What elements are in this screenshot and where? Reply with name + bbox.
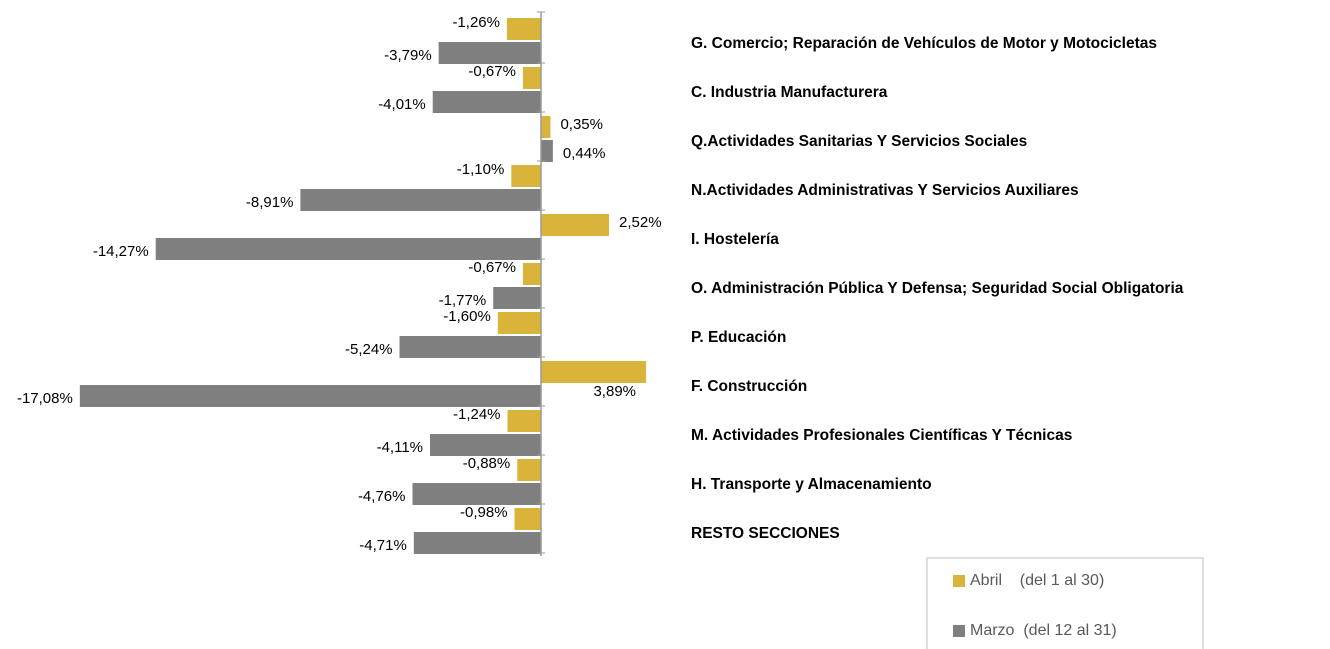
bar xyxy=(541,214,610,236)
bar xyxy=(79,385,541,407)
value-label: -0,88% xyxy=(463,455,511,472)
value-label: 0,35% xyxy=(560,116,603,133)
value-label: -0,67% xyxy=(468,259,516,276)
bar xyxy=(497,312,541,334)
bar xyxy=(432,91,541,113)
value-label: -8,91% xyxy=(246,194,294,211)
value-label: -17,08% xyxy=(17,390,73,407)
bar xyxy=(541,116,551,138)
bar xyxy=(514,508,541,530)
value-label: -4,01% xyxy=(378,96,426,113)
category-label: M. Actividades Profesionales Científicas… xyxy=(691,427,1072,444)
bar xyxy=(438,42,541,64)
category-label: H. Transporte y Almacenamiento xyxy=(691,476,932,493)
bar xyxy=(511,165,541,187)
legend-box xyxy=(926,557,1204,649)
bar xyxy=(412,483,541,505)
bar xyxy=(506,18,541,40)
bar xyxy=(541,361,647,383)
value-label: 0,44% xyxy=(563,145,606,162)
category-label: RESTO SECCIONES xyxy=(691,525,840,542)
value-label: -1,24% xyxy=(453,406,501,423)
category-label: P. Educación xyxy=(691,329,786,346)
bar xyxy=(300,189,541,211)
value-label: -4,76% xyxy=(358,488,406,505)
value-label: -4,71% xyxy=(359,537,407,554)
category-label: O. Administración Pública Y Defensa; Seg… xyxy=(691,280,1184,297)
value-label: -3,79% xyxy=(384,47,432,64)
bar xyxy=(430,434,541,456)
value-label: 2,52% xyxy=(619,214,662,231)
bar xyxy=(507,410,541,432)
category-label: C. Industria Manufacturera xyxy=(691,84,888,101)
value-label: -1,77% xyxy=(439,292,487,309)
bar xyxy=(399,336,541,358)
category-label: F. Construcción xyxy=(691,378,807,395)
category-label: G. Comercio; Reparación de Vehículos de … xyxy=(691,35,1157,52)
value-label: -1,10% xyxy=(457,161,505,178)
category-label: Q.Actividades Sanitarias Y Servicios Soc… xyxy=(691,133,1027,150)
bar xyxy=(541,140,553,162)
value-label: -1,26% xyxy=(452,14,500,31)
value-label: 3,89% xyxy=(593,383,636,400)
legend-label: Abril (del 1 al 30) xyxy=(970,572,1104,589)
legend-swatch xyxy=(953,575,965,587)
category-label: N.Actividades Administrativas Y Servicio… xyxy=(691,182,1079,199)
bar xyxy=(155,238,541,260)
bar xyxy=(522,263,541,285)
value-label: -5,24% xyxy=(345,341,393,358)
bar xyxy=(517,459,541,481)
value-label: -14,27% xyxy=(93,243,149,260)
value-label: -1,60% xyxy=(443,308,491,325)
value-label: -0,67% xyxy=(468,63,516,80)
bar xyxy=(522,67,541,89)
bar xyxy=(413,532,541,554)
value-label: -0,98% xyxy=(460,504,508,521)
legend-swatch xyxy=(953,625,965,637)
bar xyxy=(493,287,541,309)
category-label: I. Hostelería xyxy=(691,231,779,248)
legend-label: Marzo (del 12 al 31) xyxy=(970,622,1117,639)
value-label: -4,11% xyxy=(377,439,423,456)
